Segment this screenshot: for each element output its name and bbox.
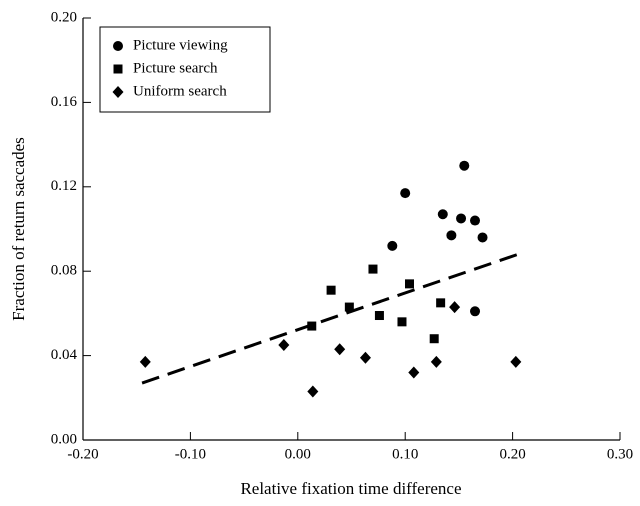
point	[429, 334, 439, 344]
point	[477, 232, 488, 243]
point	[359, 351, 371, 364]
point	[374, 311, 384, 321]
legend-label: Uniform search	[133, 83, 227, 99]
point	[334, 343, 346, 356]
point	[307, 385, 319, 398]
point	[404, 279, 414, 289]
point	[307, 321, 317, 331]
x-tick-label: -0.10	[175, 446, 206, 462]
y-tick-label: 0.20	[51, 9, 77, 25]
y-tick-label: 0.16	[51, 94, 78, 110]
point	[344, 302, 354, 312]
point	[449, 301, 461, 314]
fit-line	[141, 252, 519, 385]
point	[456, 213, 467, 224]
x-axis-label: Relative fixation time difference	[240, 479, 461, 498]
x-tick-label: -0.20	[67, 446, 98, 462]
legend-marker	[112, 86, 124, 98]
legend-marker	[113, 64, 123, 74]
point	[408, 366, 420, 379]
y-tick-label: 0.12	[51, 178, 77, 194]
point	[326, 285, 336, 295]
point	[459, 160, 470, 171]
y-tick-label: 0.04	[51, 347, 78, 363]
legend-label: Picture viewing	[133, 37, 228, 53]
y-axis-label: Fraction of return saccades	[9, 137, 28, 321]
point	[436, 298, 446, 308]
point	[430, 355, 442, 368]
x-tick-label: 0.10	[392, 446, 418, 462]
legend-marker	[113, 41, 123, 51]
legend-box	[99, 26, 271, 113]
point	[278, 339, 290, 352]
point	[400, 188, 411, 199]
point	[368, 264, 378, 274]
point	[387, 240, 398, 251]
point	[397, 317, 407, 327]
x-tick-label: 0.30	[607, 446, 633, 462]
y-tick-label: 0.00	[51, 431, 77, 447]
point	[446, 230, 457, 241]
point	[139, 355, 151, 368]
legend-label: Picture search	[133, 60, 218, 76]
point	[437, 209, 448, 220]
point	[470, 215, 481, 226]
x-tick-label: 0.00	[285, 446, 311, 462]
y-tick-label: 0.08	[51, 263, 77, 279]
point	[510, 355, 522, 368]
point	[470, 306, 481, 317]
x-tick-label: 0.20	[499, 446, 525, 462]
